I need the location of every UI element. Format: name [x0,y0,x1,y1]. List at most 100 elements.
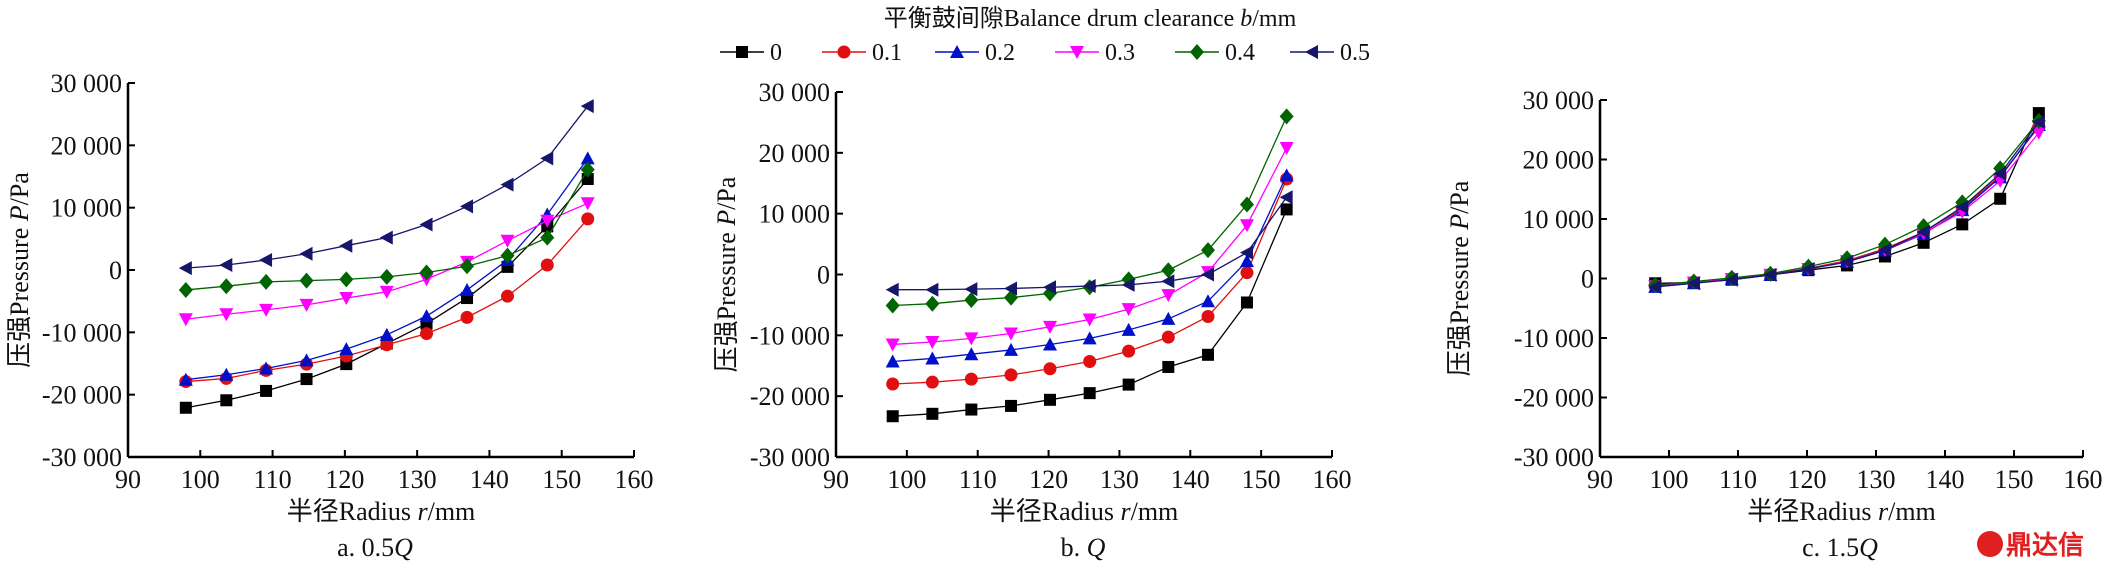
x-tick-label: 90 [115,465,141,494]
data-point [581,172,594,185]
y-tick-label: 0 [1581,265,1594,294]
data-point [540,214,555,228]
y-tick-label: -10 000 [1514,324,1594,353]
data-point [1122,378,1135,391]
x-tick-label: 150 [542,465,581,494]
x-tick-label: 130 [1857,465,1896,494]
caption-var: Q [1859,533,1878,562]
legend-marker-diamond-icon [1190,44,1204,60]
y-tick-label: -30 000 [42,443,122,472]
legend-label: 0.2 [985,40,1015,66]
data-point [1161,330,1175,344]
data-point [1239,219,1254,233]
data-point [885,338,900,352]
data-point [925,295,940,312]
x-tick-label: 100 [181,465,220,494]
data-point [339,238,353,253]
data-point [1004,368,1018,382]
data-point [581,212,595,226]
x-tick-label: 120 [1029,465,1068,494]
chart-caption: a. 0.5Q [337,533,413,562]
x-axis-label-part: /mm [428,497,476,526]
y-tick-label: 0 [817,261,830,290]
data-point [1122,344,1136,358]
data-point [500,177,514,192]
data-point [380,338,394,352]
data-point [1993,166,2007,181]
data-point [419,309,434,323]
data-point [379,327,394,341]
x-tick-label: 110 [254,465,292,494]
x-tick-label: 160 [1313,465,1352,494]
legend-marker-triangle-up-icon [950,45,964,58]
legend-item: 0.4 [1175,40,1255,66]
y-tick-label: -20 000 [750,382,830,411]
data-point [1083,354,1097,368]
legend-title-var: b [1240,6,1252,32]
data-point [300,373,313,386]
legend-label: 0.5 [1340,40,1370,66]
data-point [420,327,434,341]
legend-item: 0 [720,40,782,66]
data-point [540,229,555,246]
x-tick-label: 110 [1719,465,1757,494]
x-axis-label-part: /mm [1888,497,1936,526]
chart-c: 30 000 20 000 10 000 0 -10 000 -20 000 -30 000… [1445,86,2103,562]
data-point [379,230,393,245]
data-point [1043,362,1057,376]
series-0.5 [1648,115,2045,294]
y-axis-label-part: 压强Pressure [1445,230,1474,377]
data-point [501,289,514,303]
data-point [1280,203,1293,216]
x-axis-label-part: 半径Radius [1747,497,1878,526]
data-point [1686,276,1700,291]
x-axis-label-part: r [1878,497,1889,526]
y-axis-label-part: P [5,205,34,222]
caption-text: a. 0.5 [337,533,394,562]
data-point [964,282,978,297]
data-point [1121,322,1136,336]
data-point [259,361,274,375]
data-point [1082,313,1097,327]
data-point [1724,272,1738,287]
series-line [185,218,589,383]
y-axis-label-part: P [1445,214,1474,231]
data-point [1648,279,1662,294]
y-axis-label-part: 压强Pressure [712,226,741,373]
data-point [1042,280,1056,295]
x-tick-label: 140 [470,465,509,494]
legend-title: 平衡鼓间隙Balance drum clearance b/mm [884,5,1297,32]
x-tick-label: 120 [1788,465,1827,494]
legend: 平衡鼓间隙Balance drum clearance b/mm 0 0.1 0.2… [720,5,1370,66]
data-point [460,310,474,324]
data-point [178,313,193,327]
series-0.3 [885,141,1294,352]
y-tick-label: 30 000 [759,78,831,107]
data-point [1279,108,1294,125]
y-axis-label: 压强Pressure P/Pa [5,172,34,368]
legend-label: 0.1 [872,40,902,66]
x-tick-label: 130 [1100,465,1139,494]
legend-marker-circle-icon [837,45,851,59]
data-point [1162,360,1175,373]
data-point [540,151,554,166]
x-axis-label: 半径Radius r/mm [1747,497,1936,526]
x-tick-label: 90 [1587,465,1613,494]
data-point [964,372,978,386]
y-tick-label: -10 000 [750,321,830,350]
data-point [886,377,900,391]
data-point [379,268,394,285]
series-line [185,105,589,269]
data-point [299,272,314,289]
y-axis-label-part: /Pa [5,172,34,206]
legend-label: 0.3 [1105,40,1135,66]
legend-item: 0.2 [935,40,1015,66]
legend-title-unit: /mm [1252,6,1296,32]
series-0 [886,203,1293,423]
y-axis-label: 压强Pressure P/Pa [712,176,741,372]
data-point [460,282,475,296]
y-tick-label: -20 000 [1514,384,1594,413]
chart-caption: b. Q [1061,533,1106,562]
data-point [1801,261,1815,276]
data-point [1994,192,2007,205]
